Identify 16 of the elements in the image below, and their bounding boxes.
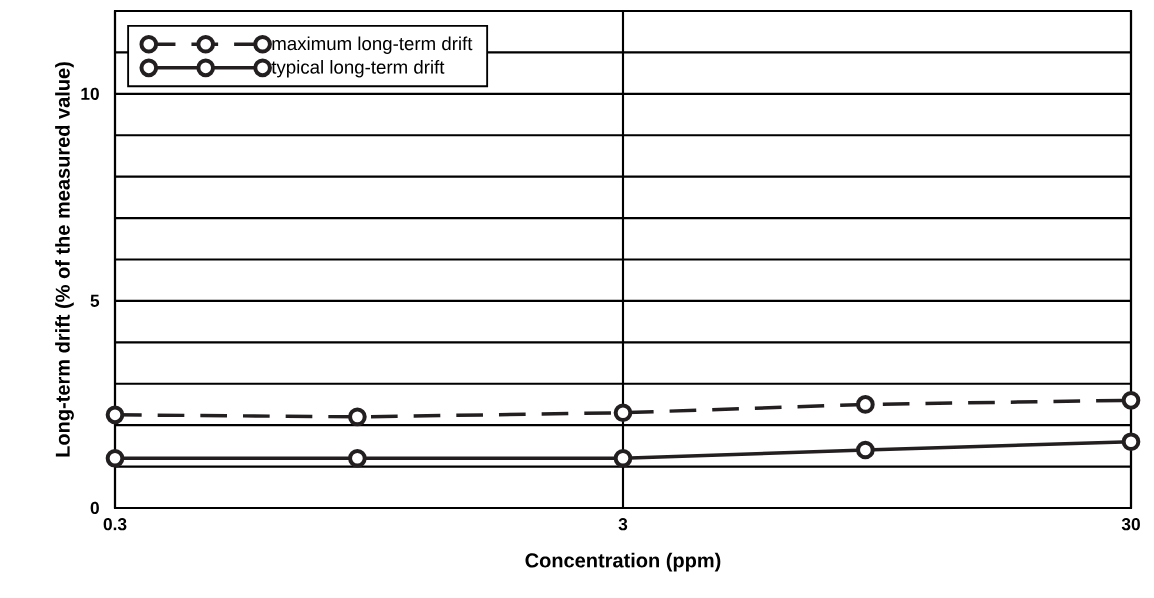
y-axis-title: Long-term drift (% of the measured value): [55, 62, 74, 457]
point: [105, 448, 125, 468]
point: [1121, 432, 1141, 452]
y-tick-label: 10: [81, 87, 99, 100]
point: [613, 403, 633, 423]
point: [1121, 390, 1141, 410]
x-axis-title: Concentration (ppm): [525, 552, 721, 572]
legend-label: typical long-term drift: [271, 60, 445, 78]
y-tick-label: 5: [90, 294, 100, 307]
legend-label: maximum long-term drift: [272, 36, 473, 54]
y-tick-label: 0: [90, 501, 99, 515]
x-tick-label: 30: [1121, 518, 1140, 531]
point: [613, 448, 633, 468]
x-tick-label: 0.3: [103, 518, 127, 531]
point: [105, 405, 125, 425]
x-tick-label: 3: [618, 518, 628, 531]
